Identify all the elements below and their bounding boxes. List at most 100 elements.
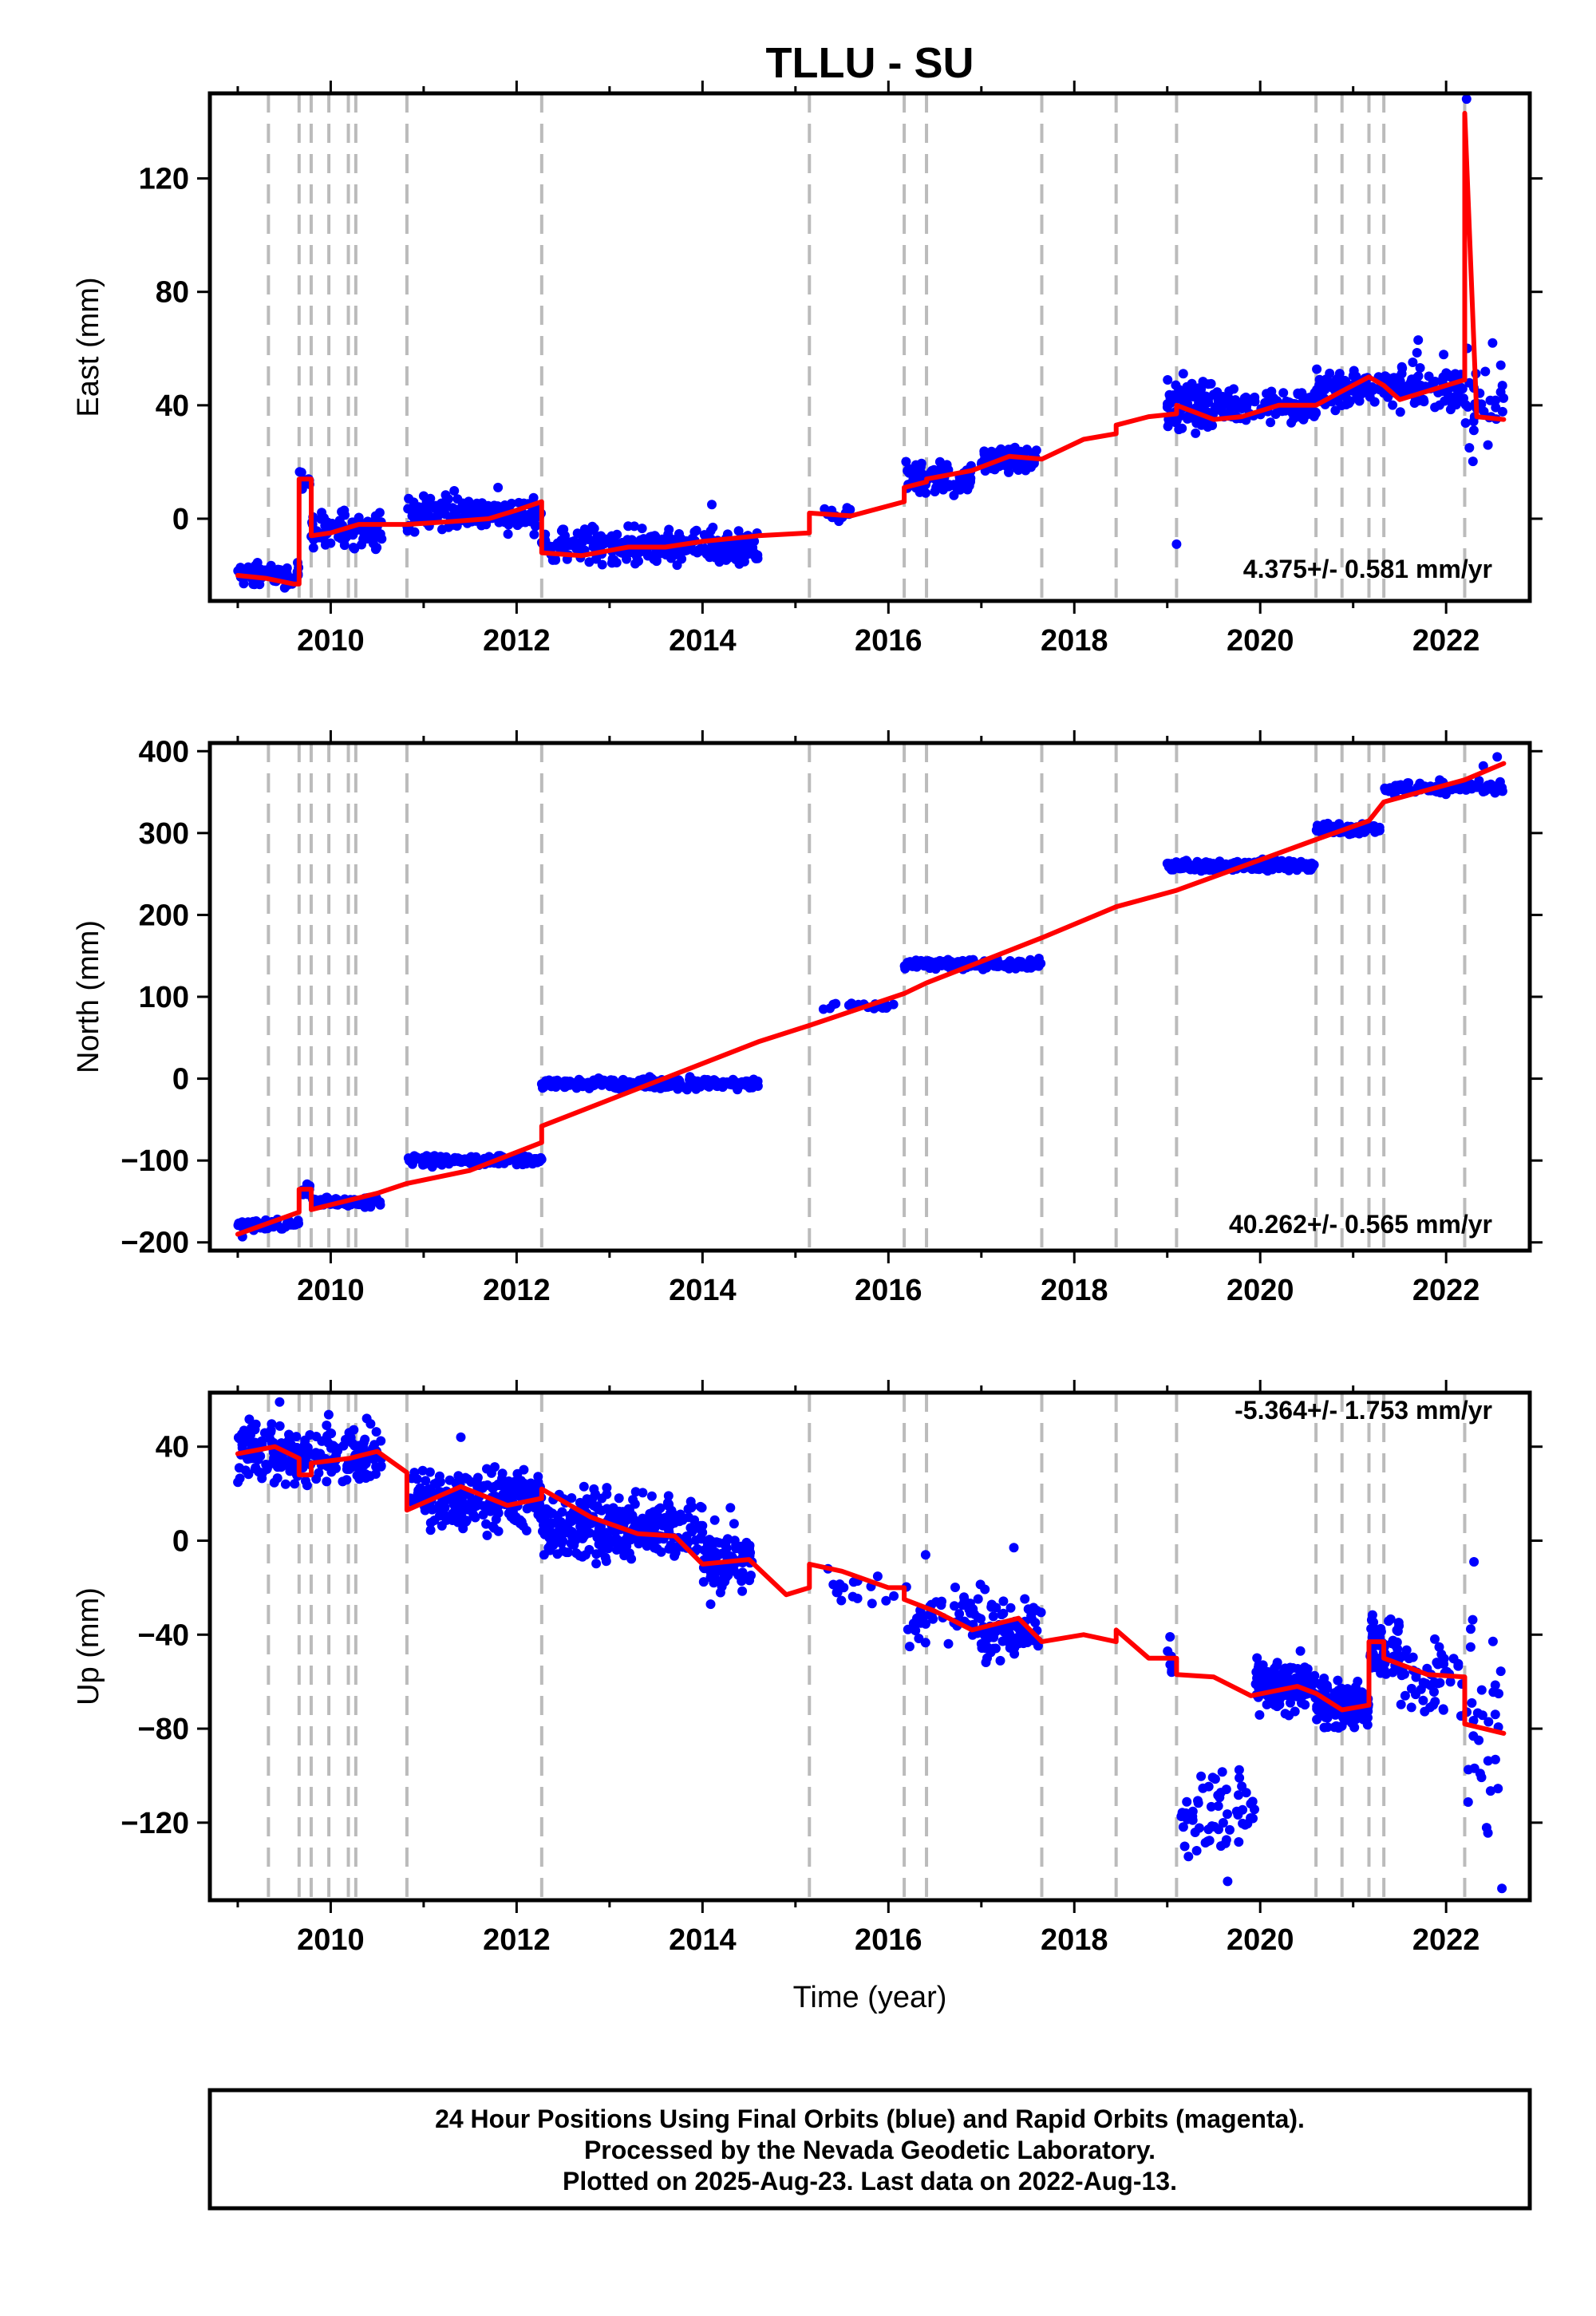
observation-point bbox=[539, 1550, 549, 1560]
observation-point bbox=[1497, 1883, 1507, 1894]
observation-point bbox=[988, 1611, 998, 1622]
observation-point bbox=[308, 543, 318, 553]
observation-point bbox=[954, 1609, 965, 1619]
observation-point bbox=[413, 502, 424, 512]
observation-point bbox=[591, 1502, 601, 1512]
observation-point bbox=[1187, 863, 1197, 873]
observation-point bbox=[626, 1554, 637, 1564]
observation-point bbox=[1220, 1838, 1231, 1848]
observation-point bbox=[338, 1441, 349, 1451]
observation-point bbox=[1495, 1666, 1506, 1677]
observation-point bbox=[339, 540, 350, 551]
observation-point bbox=[589, 1484, 599, 1494]
observation-point bbox=[1457, 384, 1468, 394]
observation-point bbox=[697, 1503, 707, 1513]
observation-point bbox=[702, 1077, 713, 1087]
observation-point bbox=[1468, 456, 1478, 467]
observation-point bbox=[1393, 1618, 1404, 1628]
observation-point bbox=[1223, 860, 1233, 871]
observation-point bbox=[744, 546, 754, 556]
observation-point bbox=[1234, 1765, 1244, 1775]
observation-point bbox=[322, 1476, 332, 1487]
observation-point bbox=[1195, 417, 1206, 427]
observation-point bbox=[699, 1545, 709, 1555]
observation-point bbox=[1213, 1790, 1223, 1800]
observation-point bbox=[1207, 1773, 1218, 1783]
observation-point bbox=[279, 583, 290, 593]
observation-point bbox=[1182, 1796, 1192, 1807]
observation-point bbox=[1224, 386, 1235, 397]
observation-point bbox=[915, 1611, 924, 1622]
observation-point bbox=[717, 1548, 727, 1559]
observation-point bbox=[1171, 539, 1182, 549]
observation-point bbox=[1266, 386, 1277, 397]
observation-point bbox=[1223, 1876, 1233, 1887]
observation-point bbox=[1179, 1841, 1190, 1852]
observation-point bbox=[539, 1529, 550, 1539]
observation-point bbox=[449, 1510, 460, 1520]
rate-label: 40.262+/- 0.565 mm/yr bbox=[1229, 1210, 1492, 1239]
x-tick-label: 2012 bbox=[483, 1923, 551, 1957]
observation-point bbox=[915, 487, 925, 497]
observation-point bbox=[973, 1594, 983, 1604]
observation-point bbox=[630, 1487, 641, 1497]
observation-point bbox=[376, 1461, 386, 1472]
observation-point bbox=[1189, 391, 1199, 401]
observation-point bbox=[433, 1477, 443, 1488]
observation-point bbox=[326, 1467, 337, 1477]
observation-point bbox=[451, 510, 461, 520]
observation-point bbox=[1491, 402, 1501, 413]
observation-point bbox=[342, 1475, 352, 1485]
observation-point bbox=[683, 1504, 693, 1514]
observation-point bbox=[1466, 1624, 1476, 1634]
observation-point bbox=[1480, 366, 1491, 377]
observation-point bbox=[467, 1506, 477, 1516]
observation-point bbox=[1163, 375, 1173, 385]
observation-point bbox=[250, 1425, 260, 1435]
observation-point bbox=[1004, 467, 1013, 477]
observation-point bbox=[889, 1591, 899, 1601]
observation-point bbox=[602, 1489, 612, 1500]
observation-point bbox=[1467, 1697, 1477, 1708]
observation-point bbox=[372, 543, 382, 553]
observation-point bbox=[1463, 1797, 1473, 1807]
observation-point bbox=[921, 956, 931, 966]
observation-point bbox=[1275, 862, 1286, 872]
observation-point bbox=[371, 1427, 381, 1437]
observation-point bbox=[436, 1504, 446, 1514]
observation-point bbox=[421, 1476, 431, 1486]
observation-point bbox=[663, 1491, 674, 1501]
observation-point bbox=[1448, 398, 1459, 409]
y-tick-label: 40 bbox=[156, 1431, 189, 1464]
observation-point bbox=[1190, 1828, 1200, 1837]
observation-point bbox=[1490, 1680, 1500, 1690]
y-tick-label: 80 bbox=[156, 276, 189, 310]
observation-point bbox=[1238, 1804, 1248, 1815]
observation-point bbox=[1497, 783, 1507, 792]
observation-point bbox=[1036, 958, 1046, 969]
observation-point bbox=[1413, 335, 1424, 346]
observation-point bbox=[667, 1081, 678, 1091]
observation-point bbox=[458, 1503, 468, 1513]
observation-point bbox=[872, 1571, 883, 1582]
observation-point bbox=[1404, 778, 1414, 788]
observation-point bbox=[1003, 446, 1013, 456]
observation-point bbox=[1217, 1767, 1227, 1777]
observation-point bbox=[1321, 823, 1332, 833]
x-tick-label: 2018 bbox=[1041, 624, 1108, 658]
observation-point bbox=[418, 491, 429, 501]
observation-point bbox=[531, 521, 540, 532]
observation-point bbox=[441, 494, 452, 504]
observation-point bbox=[555, 542, 565, 552]
observation-point bbox=[409, 1152, 420, 1163]
observation-point bbox=[1424, 371, 1434, 381]
observation-point bbox=[1487, 1636, 1498, 1646]
observation-point bbox=[707, 500, 717, 510]
observation-point bbox=[1012, 959, 1022, 970]
observation-point bbox=[349, 1425, 359, 1435]
footer-line-2: Processed by the Nevada Geodetic Laborat… bbox=[584, 2136, 1156, 2164]
observation-point bbox=[1317, 378, 1327, 389]
observation-point bbox=[1261, 1668, 1271, 1678]
observation-point bbox=[555, 1517, 566, 1528]
observation-point bbox=[998, 1608, 1009, 1618]
